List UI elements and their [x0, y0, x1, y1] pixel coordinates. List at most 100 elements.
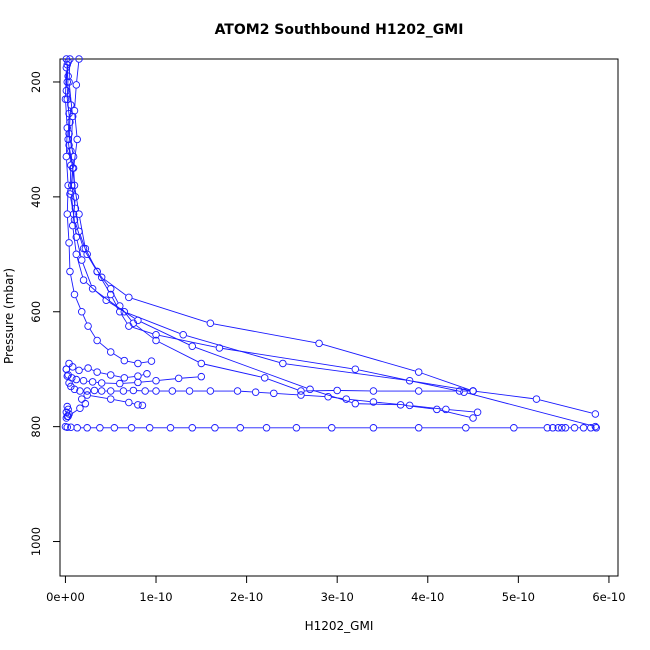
series-line-segment	[66, 131, 68, 154]
data-point	[84, 322, 92, 330]
data-point	[197, 372, 206, 381]
series-line-segment	[404, 404, 434, 410]
series-line-segment	[79, 234, 87, 252]
series-line-segment	[70, 120, 73, 148]
data-point	[97, 387, 106, 395]
data-point	[64, 72, 72, 80]
x-tick-label: 5e-10	[502, 590, 535, 604]
series-line-segment	[75, 297, 81, 309]
series-line-segment	[79, 217, 86, 246]
series-line-segment	[67, 217, 70, 240]
data-point	[106, 348, 115, 356]
data-point	[174, 374, 183, 383]
y-axis-label: Pressure (mbar)	[2, 268, 16, 364]
x-tick-label: 4e-10	[411, 590, 444, 604]
series-line-segment	[277, 393, 298, 396]
series-line-segment	[304, 394, 325, 397]
series-line-segment	[114, 375, 121, 378]
series-line-segment	[68, 85, 73, 113]
series-11	[62, 391, 147, 422]
data-point	[125, 398, 133, 407]
data-point	[279, 359, 287, 368]
data-point	[127, 424, 136, 432]
series-line-segment	[449, 409, 475, 413]
data-point	[75, 55, 83, 63]
data-point	[71, 193, 80, 201]
data-point	[97, 273, 106, 282]
data-point	[168, 387, 177, 395]
data-point	[179, 330, 187, 339]
series-line-segment	[89, 328, 96, 338]
series-5	[61, 63, 156, 368]
x-axis-label: H1202_GMI	[305, 619, 374, 633]
data-point	[469, 387, 477, 395]
y-tick-label: 800	[29, 416, 43, 438]
data-point	[125, 293, 133, 302]
chart-title: ATOM2 Southbound H1202_GMI	[215, 22, 464, 38]
series-line-segment	[66, 160, 69, 182]
x-tick-label: 1e-10	[139, 590, 172, 604]
data-point	[143, 370, 151, 378]
data-point	[270, 389, 278, 398]
data-point	[79, 376, 88, 385]
data-point	[62, 152, 71, 161]
series-line-segment	[104, 279, 127, 296]
data-point	[292, 424, 301, 432]
data-point	[106, 387, 115, 395]
data-point	[110, 424, 119, 432]
data-point	[351, 399, 360, 408]
plot-frame	[59, 58, 619, 577]
data-point	[77, 256, 86, 264]
series-line-segment	[74, 188, 79, 211]
data-point	[116, 302, 124, 310]
data-point	[442, 405, 450, 414]
data-point	[70, 385, 79, 394]
series-line-segment	[476, 391, 533, 400]
series-line-segment	[76, 62, 80, 82]
data-point	[88, 285, 97, 293]
data-point	[152, 387, 160, 395]
data-point	[570, 424, 579, 432]
data-point	[460, 388, 468, 396]
series-line-segment	[70, 154, 75, 182]
data-point	[134, 372, 142, 380]
series-line-segment	[141, 361, 149, 364]
x-tick-label: 6e-10	[592, 590, 625, 604]
series-line-segment	[421, 372, 470, 391]
data-point	[68, 363, 77, 371]
series-line-segment	[132, 402, 135, 405]
series-line-segment	[286, 363, 407, 381]
series-line-segment	[204, 363, 262, 378]
series-line-segment	[195, 347, 307, 389]
data-point	[73, 424, 81, 432]
data-point	[70, 181, 79, 190]
series-line-segment	[113, 353, 122, 360]
data-point	[106, 285, 115, 293]
data-point	[62, 414, 71, 422]
series-line-segment	[70, 274, 75, 292]
data-point	[414, 424, 423, 432]
series-line-segment	[76, 257, 84, 277]
series-line-segment	[259, 391, 271, 394]
series-line-segment	[70, 197, 75, 217]
series-line-segment	[413, 380, 470, 391]
data-point	[333, 386, 341, 395]
data-point	[76, 387, 84, 395]
data-point	[66, 55, 74, 63]
data-point	[324, 393, 332, 401]
series-line-segment	[213, 323, 316, 344]
data-point	[68, 112, 77, 121]
series-line-segment	[440, 409, 470, 418]
data-point	[369, 387, 378, 395]
data-point	[120, 356, 129, 365]
series-line-segment	[99, 274, 109, 287]
series-line-segment	[68, 142, 71, 162]
series-line-segment	[182, 376, 198, 379]
series-line-segment	[186, 335, 280, 363]
data-point	[591, 422, 600, 431]
series-line-segment	[159, 335, 216, 348]
data-point	[61, 95, 70, 103]
series-line-segment	[358, 403, 398, 406]
data-point	[262, 424, 271, 432]
series-3	[62, 60, 600, 431]
